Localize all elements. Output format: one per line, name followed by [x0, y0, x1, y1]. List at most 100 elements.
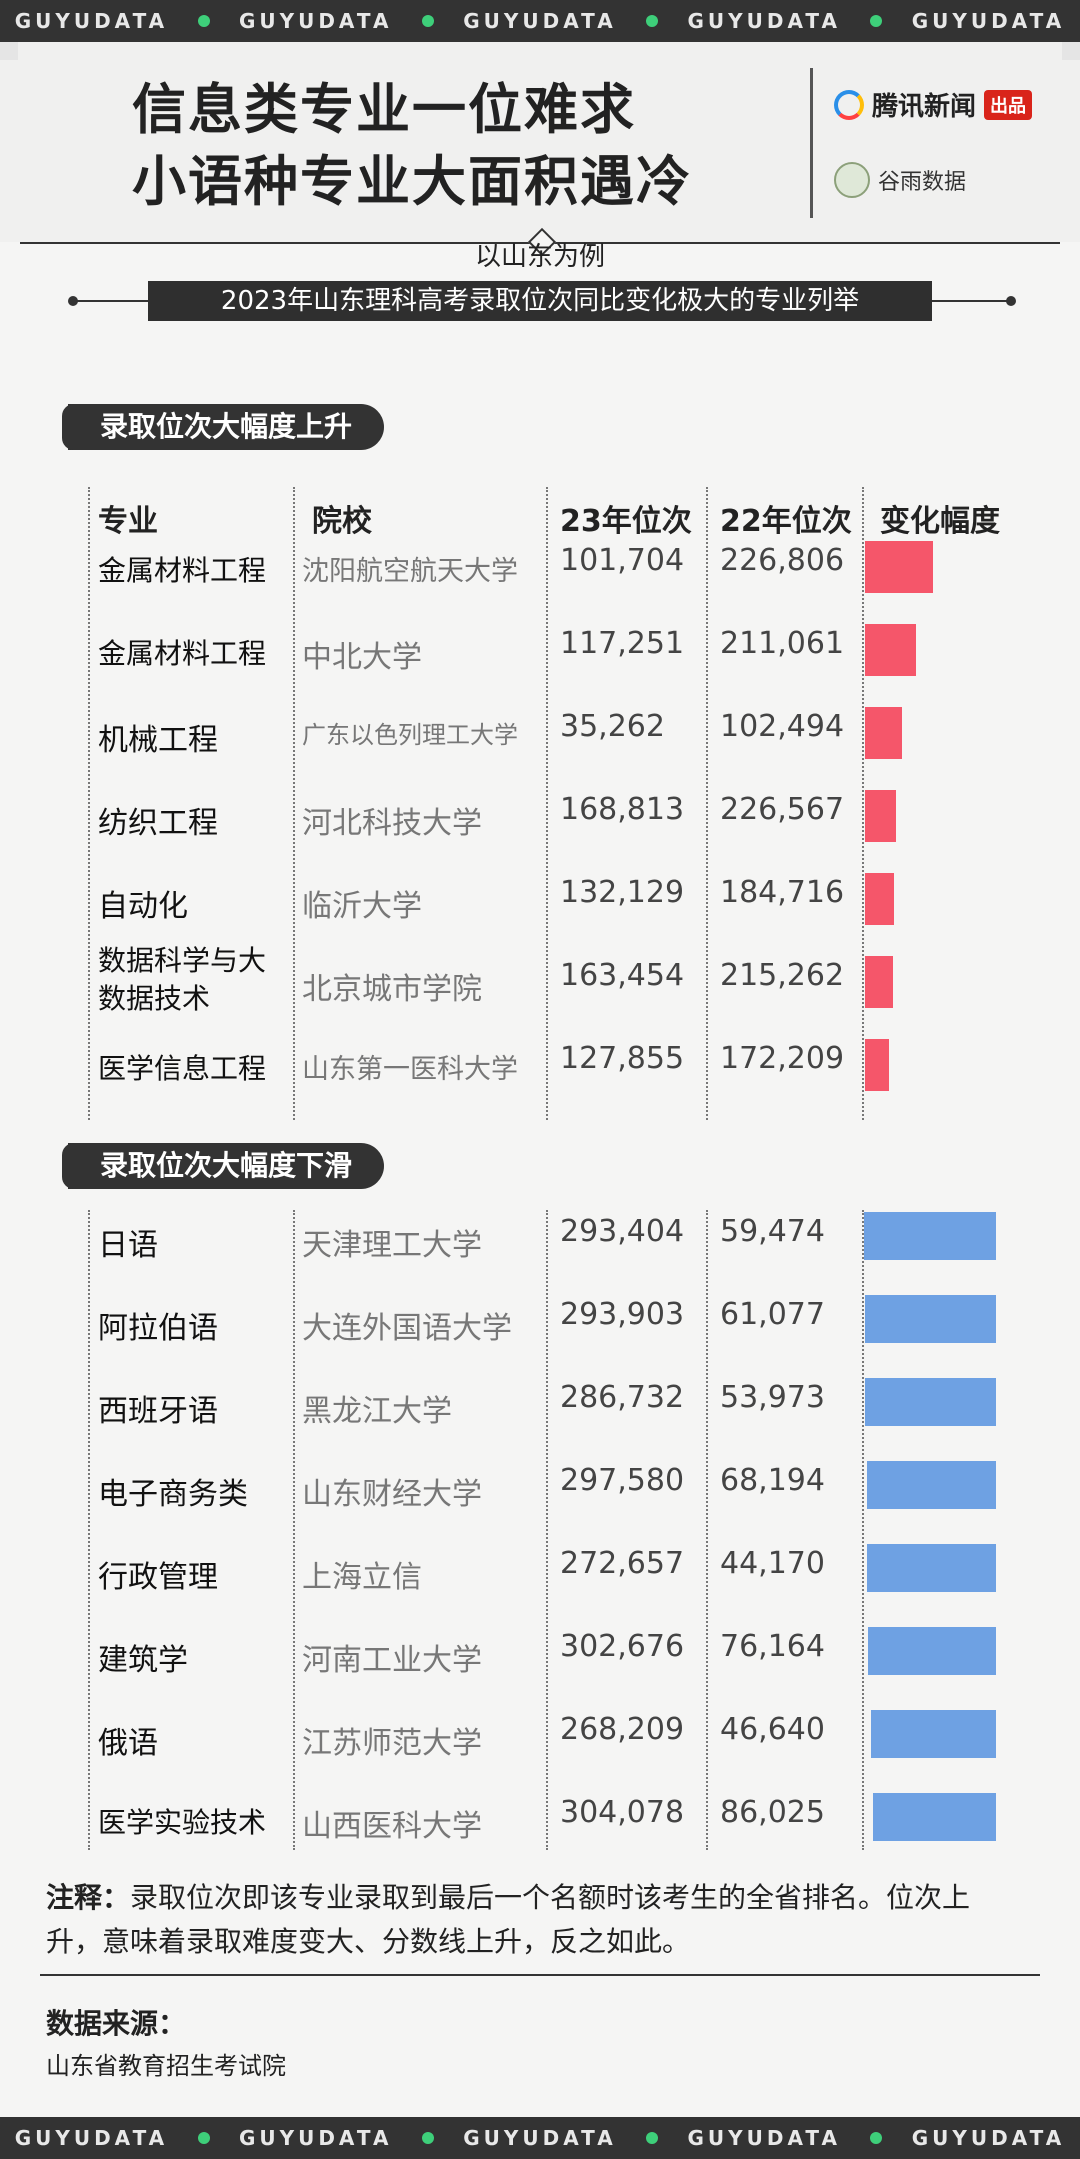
column-header-rank23: 23年位次 [560, 504, 692, 539]
rank23-cell: 117,251 [560, 626, 685, 661]
rank23-cell: 272,657 [560, 1546, 685, 1581]
rank22-cell: 46,640 [720, 1712, 825, 1747]
rank23-cell: 302,676 [560, 1629, 685, 1664]
divider [40, 1974, 1040, 1976]
rank22-cell: 215,262 [720, 958, 845, 993]
school-cell: 河南工业大学 [302, 1643, 482, 1678]
change-bar [865, 873, 894, 925]
change-bar [865, 624, 916, 676]
column-header-major: 专业 [98, 504, 158, 539]
main-panel: 信息类专业一位难求 小语种专业大面积遇冷 腾讯新闻 出品 谷雨数据 [0, 42, 1080, 2117]
separator-dot-icon [646, 2132, 659, 2144]
separator-dot-icon [646, 15, 659, 27]
rank22-cell: 211,061 [720, 626, 845, 661]
rank23-cell: 35,262 [560, 709, 665, 744]
major-cell: 自动化 [98, 889, 188, 924]
major-cell: 行政管理 [98, 1560, 218, 1595]
rank22-cell: 44,170 [720, 1546, 825, 1581]
brand-band-text: GUYUDATA [238, 9, 393, 33]
brand-band-bottom: GUYUDATA GUYUDATA GUYUDATA GUYUDATA GUYUDATA [0, 2117, 1080, 2159]
rank22-cell: 61,077 [720, 1297, 825, 1332]
major-cell: 医学实验技术 [98, 1806, 267, 1839]
page-title: 信息类专业一位难求 小语种专业大面积遇冷 [132, 74, 692, 218]
major-cell: 数据科学与大数据技术 [98, 944, 267, 1015]
brand-band-text: GUYUDATA [14, 9, 169, 33]
rank23-cell: 132,129 [560, 875, 685, 910]
rank22-cell: 68,194 [720, 1463, 825, 1498]
major-cell: 阿拉伯语 [98, 1311, 218, 1346]
source-label: 数据来源： [46, 2007, 187, 2040]
major-cell: 建筑学 [98, 1643, 188, 1678]
separator-dot-icon [421, 15, 434, 27]
column-header-rank22: 22年位次 [720, 504, 852, 539]
rank23-cell: 293,903 [560, 1297, 685, 1332]
rank23-cell: 297,580 [560, 1463, 685, 1498]
change-bar [865, 1039, 890, 1091]
major-cell: 金属材料工程 [98, 554, 267, 587]
separator-dot-icon [197, 15, 210, 27]
major-cell: 日语 [98, 1228, 158, 1263]
header-background [0, 42, 1080, 242]
change-bar [866, 1461, 996, 1509]
header-divider [810, 68, 813, 218]
rank22-cell: 184,716 [720, 875, 845, 910]
brand-band-text: GUYUDATA [463, 2126, 617, 2150]
title-line-1: 信息类专业一位难求 [132, 78, 636, 141]
chart-title: 2023年山东理科高考录取位次同比变化极大的专业列举 [148, 281, 932, 321]
school-cell: 中北大学 [302, 640, 422, 675]
section-label-rise: 录取位次大幅度上升 [61, 404, 385, 450]
rank22-cell: 102,494 [720, 709, 845, 744]
footnote-text: 录取位次即该专业录取到最后一个名额时该考生的全省排名。位次上升，意味着录取难度变… [46, 1881, 971, 1958]
column-guide-line [88, 1210, 90, 1850]
change-bar [872, 1793, 996, 1841]
column-guide-line [862, 487, 864, 1120]
subtitle: 以山东为例 [474, 242, 605, 272]
change-bar [865, 541, 933, 593]
section-label-fall: 录取位次大幅度下滑 [61, 1143, 385, 1189]
rank22-cell: 59,474 [720, 1214, 825, 1249]
tencent-badge: 出品 [984, 89, 1033, 120]
school-cell: 山东第一医科大学 [302, 1054, 518, 1085]
school-cell: 上海立信 [302, 1560, 422, 1595]
rank22-cell: 53,973 [720, 1380, 825, 1415]
school-cell: 山东财经大学 [302, 1477, 482, 1512]
school-cell: 山西医科大学 [302, 1809, 482, 1844]
guyu-data-text: 谷雨数据 [878, 170, 967, 195]
major-cell: 西班牙语 [98, 1394, 218, 1429]
brand-band-text: GUYUDATA [463, 9, 617, 33]
major-cell: 电子商务类 [98, 1477, 248, 1512]
separator-dot-icon [421, 2132, 434, 2144]
rank22-cell: 76,164 [720, 1629, 825, 1664]
column-header-school: 院校 [312, 504, 372, 539]
rank23-cell: 163,454 [560, 958, 685, 993]
major-cell: 金属材料工程 [98, 637, 267, 670]
guyu-bird-icon [834, 162, 870, 198]
major-cell: 俄语 [98, 1726, 158, 1761]
change-bar [864, 1295, 996, 1343]
change-bar [864, 1212, 996, 1260]
column-guide-line [546, 487, 548, 1120]
school-cell: 大连外国语大学 [302, 1311, 512, 1346]
separator-dot-icon [197, 2132, 210, 2144]
separator-dot-icon [870, 15, 883, 27]
corner-decoration [1062, 42, 1080, 60]
rank22-cell: 86,025 [720, 1795, 825, 1830]
column-header-change: 变化幅度 [880, 504, 1000, 539]
school-cell: 天津理工大学 [302, 1228, 482, 1263]
tencent-news-text: 腾讯新闻 [872, 92, 977, 122]
rank22-cell: 172,209 [720, 1041, 845, 1076]
column-guide-line [546, 1210, 548, 1850]
column-guide-line [706, 487, 708, 1120]
major-cell: 医学信息工程 [98, 1052, 267, 1085]
column-guide-line [293, 487, 295, 1120]
school-cell: 黑龙江大学 [302, 1394, 452, 1429]
tencent-news-logo: 腾讯新闻 出品 [834, 86, 1033, 123]
corner-decoration [0, 42, 18, 60]
change-bar [865, 790, 897, 842]
source-text: 山东省教育招生考试院 [46, 2052, 286, 2080]
column-guide-line [706, 1210, 708, 1850]
change-bar [864, 1378, 996, 1426]
rank22-cell: 226,567 [720, 792, 845, 827]
rank23-cell: 101,704 [560, 543, 685, 578]
brand-band-text: GUYUDATA [911, 9, 1066, 33]
